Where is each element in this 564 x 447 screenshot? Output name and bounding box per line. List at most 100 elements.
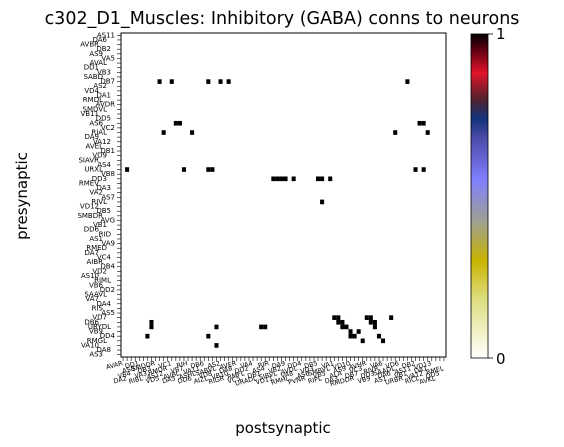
y-tick-label: RIS: [92, 304, 104, 312]
heatmap-cell: [149, 319, 154, 325]
y-tick-label: VB3: [97, 68, 111, 76]
heatmap-cell: [275, 176, 280, 182]
heatmap-cell: [393, 130, 398, 135]
y-tick-label: VA2: [89, 189, 103, 197]
heatmap-cell: [340, 319, 345, 325]
heatmap-cell: [291, 176, 296, 182]
x-tick-label: VC1: [158, 359, 173, 370]
heatmap-cell: [190, 130, 195, 135]
y-tick-label: VB6: [89, 281, 104, 289]
x-tick-label: DB7: [344, 369, 359, 380]
y-tick-marks: [117, 35, 121, 355]
y-tick-label: VD2: [92, 267, 107, 275]
heatmap-cell: [417, 120, 422, 126]
x-tick-label: RIR: [257, 359, 270, 370]
x-tick-label: RIH: [176, 359, 189, 370]
x-tick-label: RIBL: [128, 374, 144, 386]
y-tick-label: AS5: [101, 309, 115, 317]
colorbar: [470, 33, 489, 359]
y-tick-label: RMDL: [83, 96, 103, 104]
y-tick-label: SMBDR: [77, 212, 103, 220]
y-tick-label: AIBR: [86, 258, 103, 266]
x-tick-label: VB7: [170, 364, 185, 375]
x-tick-label: VD5: [145, 374, 160, 385]
y-tick-label: AS1: [89, 235, 103, 243]
y-tick-label: DA3: [96, 184, 111, 192]
heatmap-cell: [389, 315, 394, 320]
y-tick-label: RID: [99, 230, 111, 238]
heatmap-cell: [348, 329, 353, 334]
heatmap-cell: [263, 324, 268, 330]
heatmap-cell: [368, 319, 373, 325]
heatmap-cells: [125, 79, 430, 348]
y-tick-label: DA1: [96, 91, 111, 99]
heatmap-cell: [356, 329, 361, 334]
colorbar-min-label: 0: [496, 350, 506, 368]
y-tick-label: VB1: [93, 221, 107, 229]
heatmap-cell: [214, 343, 219, 348]
y-tick-label: SMDVL: [83, 105, 108, 113]
x-tick-label: VC5: [227, 374, 242, 385]
heatmap-cell: [206, 333, 211, 339]
heatmap-cell: [340, 324, 345, 330]
y-tick-label: VD7: [92, 314, 107, 322]
y-tick-label: DB6: [84, 318, 99, 326]
heatmap-cell: [348, 333, 353, 339]
heatmap-cell: [259, 324, 264, 330]
heatmap-cell: [413, 167, 418, 172]
plot-background: [121, 33, 446, 357]
y-tick-label: AS2: [93, 82, 107, 90]
y-tick-label: URXL: [84, 166, 103, 174]
y-tick-label: VA7: [85, 295, 99, 303]
y-tick-label: VD12: [80, 203, 99, 211]
y-tick-labels: AS11DA6AVBRDB2AS9VA5AVALDD1VB3SABDDB7AS2…: [77, 31, 115, 358]
x-tick-label: VD6: [385, 359, 400, 370]
heatmap-cell: [372, 324, 377, 330]
x-tick-label: RIPL: [307, 374, 323, 385]
y-tick-label: AS10: [81, 272, 99, 280]
y-tick-label: VA9: [101, 240, 115, 248]
x-tick-label: VD3: [299, 364, 314, 375]
heatmap-cell: [352, 333, 357, 339]
y-tick-label: DA6: [92, 36, 107, 44]
heatmap-cell: [320, 199, 325, 205]
x-tick-label: DA1: [413, 364, 428, 375]
y-tick-label: VD9: [92, 152, 107, 160]
y-tick-label: DD2: [100, 286, 115, 294]
x-tick-label: AS1: [373, 374, 387, 385]
heatmap-cell: [173, 120, 178, 126]
y-tick-label: DD4: [100, 332, 116, 340]
x-tick-label: RIVR: [363, 364, 380, 376]
x-tick-label: DB5: [303, 359, 318, 370]
x-tick-label: VB5: [312, 369, 327, 380]
y-tick-label: DB2: [96, 45, 111, 53]
x-tick-label: VA6: [369, 359, 383, 370]
heatmap-cell: [210, 167, 215, 172]
y-tick-label: VA12: [93, 138, 111, 146]
x-tick-label: AS8: [121, 364, 135, 375]
heatmap-cell: [364, 315, 369, 320]
heatmap-cell: [149, 324, 154, 330]
chart-title: c302_D1_Muscles: Inhibitory (GABA) conns…: [45, 9, 520, 29]
x-tick-label: DB1: [246, 369, 261, 380]
x-tick-label: VB4: [117, 369, 132, 380]
x-tick-label: VB2: [267, 364, 282, 375]
y-tick-label: VA10: [81, 341, 99, 349]
x-tick-labels: AVARDA2VB4AS8DD1RIBLVA3DB3SMDDRVD5AS12RM…: [105, 359, 445, 388]
y-tick-label: AS7: [101, 193, 115, 201]
y-tick-label: DD5: [96, 115, 111, 123]
heatmap-cell: [279, 176, 284, 182]
heatmap-cell: [405, 79, 410, 84]
plot-frame: [120, 32, 447, 358]
y-tick-label: SABD: [83, 73, 103, 81]
y-tick-label: VD4: [84, 87, 99, 95]
x-tick-label: DA5: [161, 374, 176, 385]
y-tick-label: RMGL: [87, 337, 107, 345]
x-tick-label: DB3: [137, 364, 152, 375]
x-tick-label: DD1: [124, 359, 140, 370]
heatmap-cell: [336, 319, 341, 325]
x-tick-label: RIGR: [208, 374, 226, 386]
y-tick-label: VC4: [97, 253, 112, 261]
y-tick-label: AVAL: [90, 59, 107, 67]
